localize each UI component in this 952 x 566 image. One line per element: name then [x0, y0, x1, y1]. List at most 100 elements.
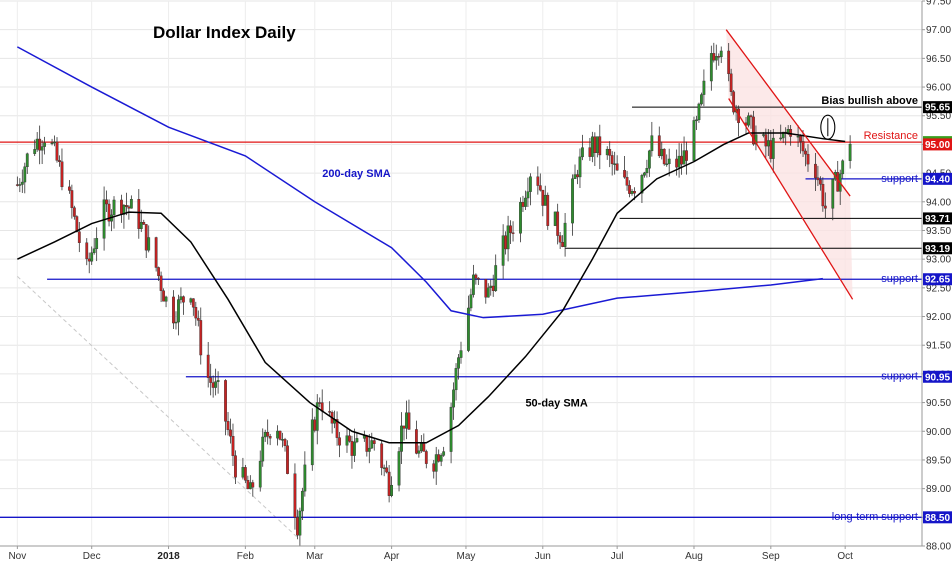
candle-body: [595, 136, 599, 153]
candle-body: [414, 429, 418, 454]
level-box-label: 93.19: [925, 244, 950, 255]
candle-body: [615, 163, 619, 171]
candle-body: [848, 143, 852, 161]
candle-body: [159, 275, 163, 291]
candle-body: [258, 460, 262, 488]
candle-body: [199, 320, 203, 356]
candle-body: [266, 432, 270, 437]
annotation-label: Bias bullish above: [821, 95, 918, 107]
breakout-circle: [820, 114, 836, 140]
candle-body: [457, 357, 460, 369]
candle-body: [524, 197, 527, 207]
candle-body: [147, 237, 151, 251]
candle-body: [251, 482, 255, 488]
candle-body: [454, 368, 458, 391]
candle-body: [226, 421, 230, 431]
candle-body: [538, 185, 542, 191]
candle-body: [246, 480, 250, 490]
x-tick-label: Feb: [237, 551, 255, 561]
candle-body: [700, 94, 703, 105]
candle-body: [836, 172, 840, 192]
candle-body: [816, 177, 820, 181]
candle-body: [799, 135, 802, 142]
y-tick-label: 90.00: [926, 427, 951, 438]
candle-body: [139, 222, 143, 229]
level-box-95.65: [923, 101, 952, 114]
candle-body: [521, 202, 525, 207]
candle-body: [261, 436, 265, 462]
candle-body: [581, 147, 584, 158]
candle-body: [189, 298, 193, 303]
candle-body: [23, 166, 27, 183]
candle-body: [712, 53, 716, 61]
candle-body: [55, 141, 59, 161]
candle-body: [385, 467, 389, 473]
candle-body: [526, 191, 530, 199]
candle-body: [310, 419, 314, 466]
candle-body: [821, 184, 825, 207]
candle-body: [605, 148, 609, 156]
y-tick-label: 97.50: [926, 0, 951, 8]
candle-body: [645, 168, 649, 174]
y-tick-label: 93.50: [926, 226, 951, 237]
candle-body: [296, 517, 299, 536]
candle-body: [610, 155, 614, 165]
candle-body: [214, 381, 218, 388]
candle-body: [283, 439, 287, 446]
candle-body: [630, 191, 634, 194]
candle-body: [506, 225, 510, 250]
candle-body: [771, 137, 775, 159]
candles-layer: [15, 42, 852, 546]
candle-body: [234, 455, 237, 478]
candle-body: [92, 248, 96, 253]
candle-body: [142, 222, 146, 225]
candle-body: [129, 199, 133, 209]
candle-body: [719, 50, 723, 58]
y-tick-label: 95.50: [926, 111, 951, 122]
candle-body: [437, 454, 441, 462]
candle-body: [397, 451, 401, 486]
candle-body: [367, 447, 371, 452]
candle-body: [519, 202, 522, 234]
candle-body: [407, 412, 411, 430]
level-box-93.71: [923, 212, 952, 225]
candle-body: [643, 172, 646, 176]
candle-body: [72, 207, 76, 217]
candle-body: [576, 174, 579, 178]
candle-body: [348, 435, 351, 442]
candle-body: [434, 454, 438, 472]
candle-body: [709, 53, 713, 82]
level-box-label: 93.71: [925, 214, 950, 225]
level-box-label: 90.95: [925, 372, 950, 383]
candle-body: [781, 131, 785, 139]
candle-body: [144, 224, 148, 251]
candle-body: [504, 235, 508, 250]
annotation-label: 200-day SMA: [322, 168, 391, 180]
50-day-sma-line: [17, 132, 846, 444]
candle-body: [474, 274, 478, 279]
y-tick-label: 91.50: [926, 341, 951, 352]
candle-body: [732, 91, 736, 113]
candle-body: [561, 242, 565, 247]
candle-body: [439, 455, 443, 462]
y-tick-label: 88.00: [926, 542, 951, 553]
candle-body: [571, 178, 574, 224]
candle-body: [122, 205, 126, 215]
candle-body: [191, 298, 195, 308]
candle-body: [241, 467, 245, 478]
level-box-88.50: [923, 511, 952, 524]
candle-body: [90, 252, 94, 262]
candle-body: [442, 451, 446, 456]
candle-body: [405, 412, 408, 429]
channel-fill: [726, 29, 853, 300]
level-box-95.00: [923, 138, 952, 151]
candle-body: [174, 321, 178, 324]
candle-body: [372, 440, 376, 444]
candle-body: [33, 149, 37, 154]
x-tick-label: Dec: [83, 551, 101, 561]
annotation-label: 50-day SMA: [525, 398, 587, 410]
candle-body: [18, 184, 22, 186]
200-day-sma-line: [16, 46, 823, 319]
